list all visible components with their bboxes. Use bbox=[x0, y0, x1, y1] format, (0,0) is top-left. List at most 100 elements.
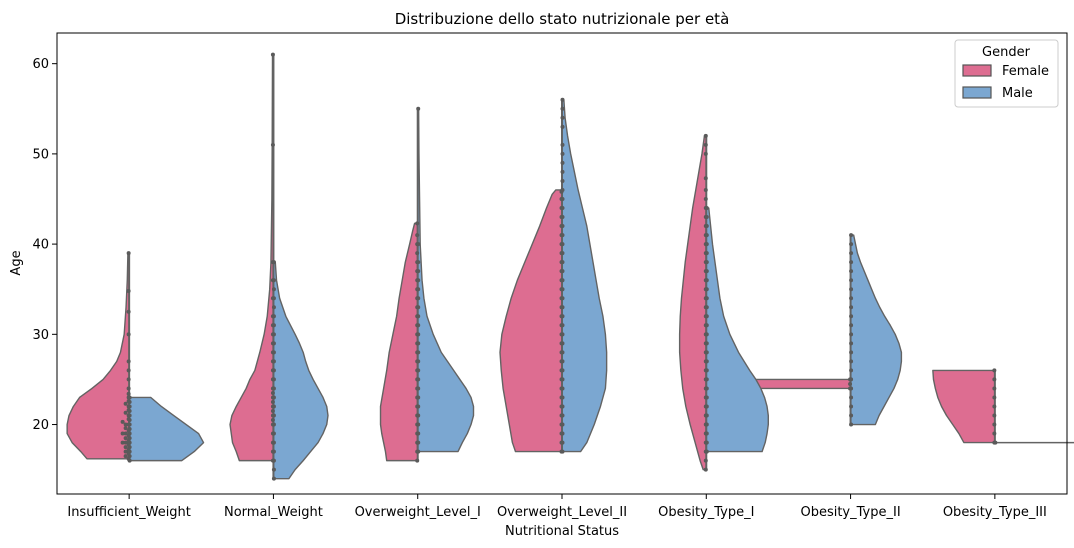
data-point bbox=[992, 395, 997, 400]
violin-male-insufficient_weight bbox=[128, 396, 205, 462]
data-point bbox=[127, 458, 132, 463]
data-point bbox=[560, 151, 565, 156]
legend: Gender Female Male bbox=[954, 39, 1059, 108]
data-point bbox=[416, 449, 421, 454]
data-point bbox=[560, 314, 565, 319]
data-point bbox=[704, 251, 709, 256]
data-point bbox=[704, 278, 709, 283]
x-tick-label: Overweight_Level_I bbox=[355, 505, 481, 520]
data-point bbox=[703, 197, 708, 201]
violins-layer bbox=[66, 53, 1074, 480]
data-point bbox=[704, 287, 709, 292]
data-point bbox=[849, 323, 854, 328]
data-point bbox=[271, 368, 276, 373]
data-point bbox=[127, 413, 132, 418]
data-point bbox=[271, 377, 276, 382]
data-point bbox=[271, 422, 276, 427]
data-point bbox=[704, 386, 709, 391]
data-point bbox=[704, 206, 709, 211]
data-point bbox=[560, 296, 565, 301]
data-point bbox=[126, 289, 131, 294]
data-point bbox=[849, 314, 854, 319]
data-point bbox=[560, 260, 565, 265]
data-point bbox=[703, 176, 708, 181]
data-point bbox=[560, 431, 565, 436]
data-point bbox=[271, 287, 276, 292]
data-point bbox=[416, 260, 421, 265]
data-point bbox=[560, 359, 565, 364]
data-point bbox=[704, 341, 709, 346]
violin-male-overweight_level_i bbox=[416, 108, 475, 453]
data-point bbox=[271, 386, 276, 391]
y-tick-label: 50 bbox=[32, 147, 49, 162]
data-point bbox=[560, 323, 565, 328]
data-point bbox=[127, 399, 132, 404]
data-point bbox=[560, 350, 565, 355]
data-point bbox=[270, 390, 275, 395]
data-point bbox=[271, 431, 276, 436]
violin-male-overweight_level_ii bbox=[561, 99, 608, 453]
data-point bbox=[416, 350, 421, 355]
data-point bbox=[127, 449, 132, 454]
data-point bbox=[704, 224, 709, 229]
data-point bbox=[127, 454, 132, 459]
data-point bbox=[560, 404, 565, 409]
data-point bbox=[560, 124, 565, 129]
data-point bbox=[416, 332, 421, 337]
data-point bbox=[126, 377, 131, 382]
data-point bbox=[123, 426, 128, 431]
data-point bbox=[127, 431, 132, 436]
data-point bbox=[126, 332, 131, 337]
data-point bbox=[704, 350, 709, 355]
data-point bbox=[560, 215, 565, 220]
violin-female-overweight_level_ii bbox=[499, 189, 563, 453]
data-point bbox=[560, 440, 565, 445]
data-point bbox=[704, 431, 709, 436]
data-point bbox=[849, 359, 854, 364]
data-point bbox=[849, 413, 854, 418]
legend-swatch-male bbox=[962, 86, 992, 99]
data-point bbox=[416, 431, 421, 436]
data-point bbox=[415, 458, 420, 463]
data-point bbox=[120, 419, 125, 424]
x-tick-label: Obesity_Type_III bbox=[943, 505, 1047, 520]
data-point bbox=[416, 287, 421, 292]
data-point bbox=[704, 242, 709, 247]
data-point bbox=[271, 413, 276, 418]
data-point bbox=[849, 233, 854, 238]
data-point bbox=[271, 404, 276, 409]
data-point bbox=[416, 377, 421, 382]
data-point bbox=[123, 422, 128, 427]
data-point bbox=[416, 305, 421, 310]
data-point bbox=[849, 341, 854, 346]
data-point bbox=[416, 106, 421, 111]
data-point bbox=[560, 169, 565, 174]
data-point bbox=[120, 431, 125, 436]
data-point bbox=[560, 115, 565, 120]
data-point bbox=[849, 305, 854, 310]
data-point bbox=[703, 458, 708, 463]
data-point bbox=[271, 260, 276, 265]
data-point bbox=[704, 377, 709, 382]
data-point bbox=[416, 296, 421, 301]
y-tick-label: 20 bbox=[32, 418, 49, 433]
data-point bbox=[704, 404, 709, 409]
data-point bbox=[560, 305, 565, 310]
y-axis: 20 30 40 50 60 bbox=[32, 57, 57, 433]
y-tick-label: 60 bbox=[32, 57, 49, 72]
data-point bbox=[123, 440, 128, 445]
data-point bbox=[120, 440, 125, 445]
data-point bbox=[849, 242, 854, 247]
data-point bbox=[416, 278, 421, 283]
data-point bbox=[416, 368, 421, 373]
y-tick-label: 30 bbox=[32, 328, 49, 343]
data-point bbox=[416, 314, 421, 319]
data-point bbox=[270, 418, 275, 423]
data-point bbox=[271, 350, 276, 355]
data-point bbox=[271, 305, 276, 310]
data-point bbox=[271, 449, 276, 454]
data-point bbox=[560, 233, 565, 238]
data-point bbox=[849, 332, 854, 337]
data-point bbox=[992, 386, 997, 391]
